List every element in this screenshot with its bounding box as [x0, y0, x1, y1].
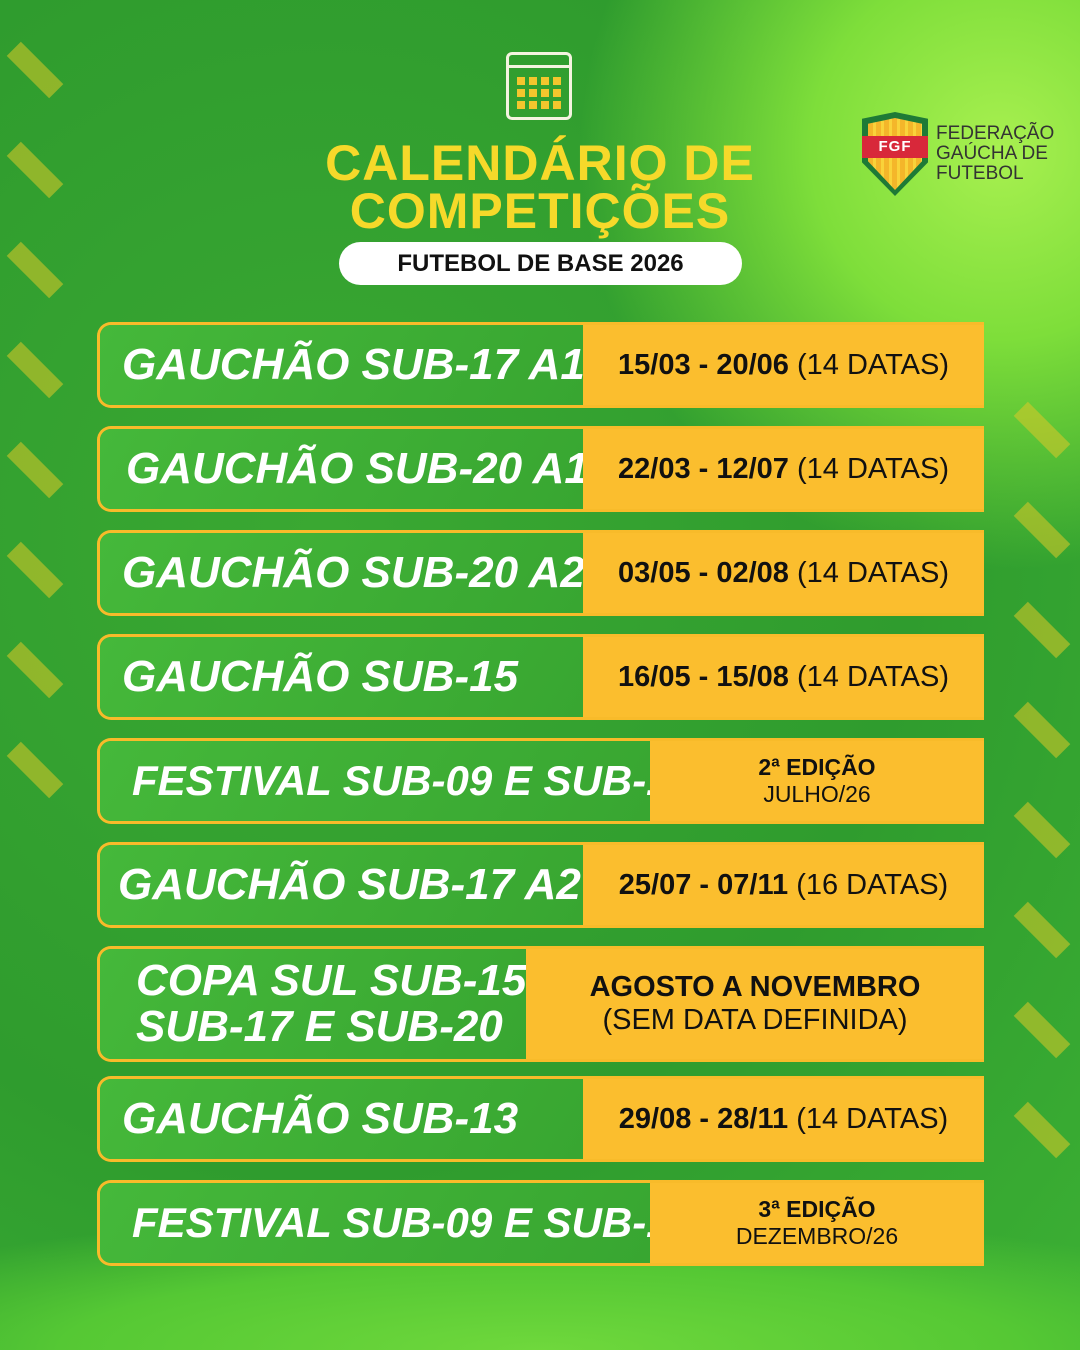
competition-dates: 22/03 - 12/07 (14 DATAS) [583, 429, 984, 509]
logo-line: FEDERAÇÃO [936, 123, 1055, 144]
shield-icon: FGF [862, 112, 928, 196]
decor-stripe [1013, 1101, 1071, 1159]
when: JULHO/26 [763, 781, 871, 807]
decor-stripe [1013, 801, 1071, 859]
date-count: (14 DATAS) [796, 1102, 949, 1135]
competition-row: GAUCHÃO SUB-13 29/08 - 28/11 (14 DATAS) [97, 1076, 984, 1162]
decor-stripe [1013, 901, 1071, 959]
competition-name: GAUCHÃO SUB-20 A2 [100, 533, 585, 613]
competition-name: GAUCHÃO SUB-15 [100, 637, 583, 717]
logo-line: FUTEBOL [936, 163, 1024, 184]
decor-stripe [6, 741, 64, 799]
edition: 2ª EDIÇÃO [758, 754, 876, 780]
date-range: 03/05 - 02/08 [618, 556, 789, 589]
date-range: 15/03 - 20/06 [618, 348, 789, 381]
decor-stripe [1013, 501, 1071, 559]
decor-stripe [1013, 701, 1071, 759]
name-line: COPA SUL SUB-15, [136, 956, 539, 1005]
title-line1: CALENDÁRIO DE [325, 135, 755, 191]
competition-dates: 3ª EDIÇÃO DEZEMBRO/26 [650, 1183, 984, 1263]
competition-row: GAUCHÃO SUB-15 16/05 - 15/08 (14 DATAS) [97, 634, 984, 720]
competition-dates: 2ª EDIÇÃO JULHO/26 [650, 741, 984, 821]
competition-name: FESTIVAL SUB-09 E SUB-11 [100, 1183, 690, 1263]
competition-row: GAUCHÃO SUB-20 A2 03/05 - 02/08 (14 DATA… [97, 530, 984, 616]
decor-stripe [1013, 1001, 1071, 1059]
date-count: (14 DATAS) [796, 660, 949, 693]
competition-row: GAUCHÃO SUB-17 A1 15/03 - 20/06 (14 DATA… [97, 322, 984, 408]
decor-stripe [6, 341, 64, 399]
period: AGOSTO A NOVEMBRO [589, 971, 921, 1003]
decor-stripe [6, 241, 64, 299]
calendar-icon [506, 52, 572, 120]
logo-line: GAÚCHA DE [936, 143, 1048, 164]
competition-dates: 25/07 - 07/11 (16 DATAS) [583, 845, 984, 925]
decor-stripe [6, 441, 64, 499]
date-count: (14 DATAS) [796, 556, 949, 589]
date-count: (14 DATAS) [796, 452, 949, 485]
competition-row: GAUCHÃO SUB-17 A2 25/07 - 07/11 (16 DATA… [97, 842, 984, 928]
competition-row: FESTIVAL SUB-09 E SUB-11 3ª EDIÇÃO DEZEMB… [97, 1180, 984, 1266]
competition-dates: 16/05 - 15/08 (14 DATAS) [583, 637, 984, 717]
date-range: 22/03 - 12/07 [618, 452, 789, 485]
decor-stripe [1013, 601, 1071, 659]
title-line2: COMPETIÇÕES [349, 183, 731, 239]
competition-row: COPA SUL SUB-15, SUB-17 E SUB-20 AGOSTO … [97, 946, 984, 1062]
when: DEZEMBRO/26 [735, 1223, 899, 1249]
subtitle-pill: FUTEBOL DE BASE 2026 [339, 242, 742, 285]
edition: 3ª EDIÇÃO [758, 1196, 876, 1222]
date-count: (16 DATAS) [796, 868, 949, 901]
competition-name: GAUCHÃO SUB-13 [100, 1079, 583, 1159]
competition-name: GAUCHÃO SUB-17 A1 [100, 325, 585, 405]
date-range: 29/08 - 28/11 [618, 1102, 789, 1135]
decor-stripe [6, 41, 64, 99]
date-range: 16/05 - 15/08 [618, 660, 789, 693]
competition-dates: 29/08 - 28/11 (14 DATAS) [583, 1079, 984, 1159]
competition-name: FESTIVAL SUB-09 E SUB-11 [100, 741, 690, 821]
competition-dates: 03/05 - 02/08 (14 DATAS) [583, 533, 984, 613]
logo-text: FEDERAÇÃO GAÚCHA DE FUTEBOL [936, 124, 1072, 184]
date-count: (14 DATAS) [796, 348, 949, 381]
competition-name: COPA SUL SUB-15, SUB-17 E SUB-20 [100, 949, 539, 1059]
logo-abbr: FGF [862, 136, 928, 158]
decor-stripe [6, 641, 64, 699]
competition-row: FESTIVAL SUB-09 E SUB-11 2ª EDIÇÃO JULHO/… [97, 738, 984, 824]
note: (SEM DATA DEFINIDA) [602, 1004, 908, 1036]
competition-name: GAUCHÃO SUB-20 A1 [100, 429, 589, 509]
date-range: 25/07 - 07/11 [618, 868, 789, 901]
decor-stripe [6, 541, 64, 599]
competition-dates: AGOSTO A NOVEMBRO (SEM DATA DEFINIDA) [526, 949, 984, 1059]
competition-row: GAUCHÃO SUB-20 A1 22/03 - 12/07 (14 DATA… [97, 426, 984, 512]
decor-stripe [1013, 401, 1071, 459]
name-line: SUB-17 E SUB-20 [136, 1002, 503, 1051]
competition-name: GAUCHÃO SUB-17 A2 [100, 845, 583, 925]
fgf-logo: FGF FEDERAÇÃO GAÚCHA DE FUTEBOL [862, 112, 1072, 202]
competition-dates: 15/03 - 20/06 (14 DATAS) [583, 325, 984, 405]
